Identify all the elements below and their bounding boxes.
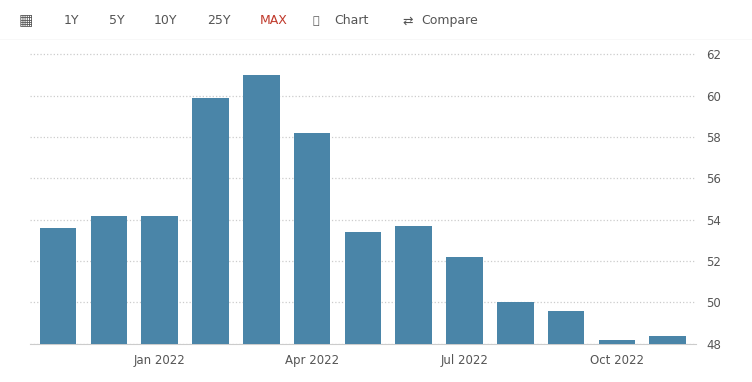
Text: Chart: Chart xyxy=(335,15,369,28)
Bar xyxy=(446,257,483,344)
Bar xyxy=(90,215,127,344)
Bar xyxy=(650,335,686,344)
Bar xyxy=(243,75,280,344)
Text: ▦: ▦ xyxy=(19,13,33,28)
Text: 📊: 📊 xyxy=(312,16,319,26)
Text: Compare: Compare xyxy=(421,15,478,28)
Bar xyxy=(141,215,178,344)
Text: 5Y: 5Y xyxy=(109,15,125,28)
Bar xyxy=(497,303,533,344)
Text: 1Y: 1Y xyxy=(64,15,80,28)
Text: 25Y: 25Y xyxy=(207,15,230,28)
Bar xyxy=(599,340,635,344)
Bar xyxy=(294,133,330,344)
Bar xyxy=(344,232,381,344)
Bar xyxy=(396,226,432,344)
Text: ⇄: ⇄ xyxy=(402,15,413,28)
Text: MAX: MAX xyxy=(259,15,287,28)
Text: 10Y: 10Y xyxy=(154,15,177,28)
Bar xyxy=(193,98,229,344)
Bar xyxy=(40,228,76,344)
Bar xyxy=(547,311,584,344)
